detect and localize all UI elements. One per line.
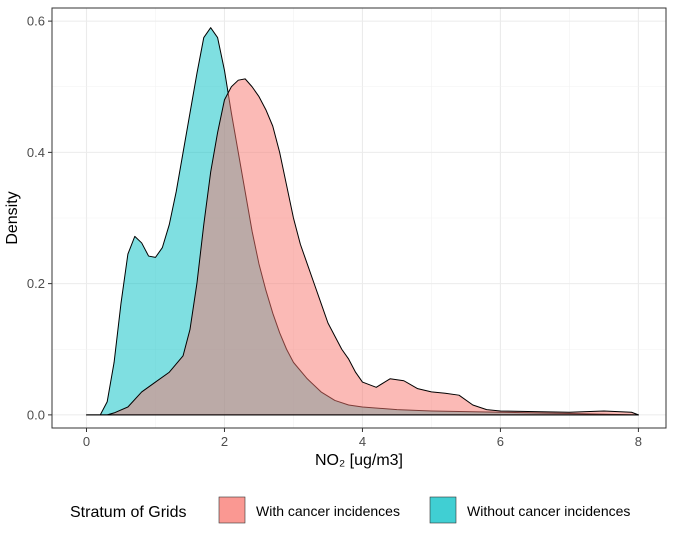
y-tick-label: 0.0 [27, 407, 45, 422]
x-axis-title: NO₂ [ug/m3] [315, 452, 403, 469]
legend: Stratum of Grids With cancer incidences … [70, 496, 630, 524]
series-area-with-cancer [85, 78, 639, 416]
legend-swatch-with-cancer [218, 496, 246, 524]
y-axis-ticks: 0.0 0.2 0.4 0.6 [27, 14, 52, 422]
legend-swatch-without-cancer [429, 496, 457, 524]
y-tick-label: 0.6 [27, 14, 45, 29]
y-tick-label: 0.4 [27, 145, 45, 160]
legend-label-without-cancer: Without cancer incidences [467, 503, 630, 519]
legend-title: Stratum of Grids [70, 504, 186, 521]
x-axis-ticks: 0 2 4 6 8 [83, 428, 642, 449]
x-tick-label: 8 [635, 434, 642, 449]
series-group [85, 27, 639, 416]
plot-border [51, 7, 667, 429]
x-tick-label: 6 [497, 434, 504, 449]
x-tick-label: 4 [359, 434, 366, 449]
y-tick-label: 0.2 [27, 276, 45, 291]
x-tick-label: 2 [221, 434, 228, 449]
legend-label-with-cancer: With cancer incidences [256, 503, 400, 519]
y-axis-title: Density [4, 191, 21, 244]
x-tick-label: 0 [83, 434, 90, 449]
